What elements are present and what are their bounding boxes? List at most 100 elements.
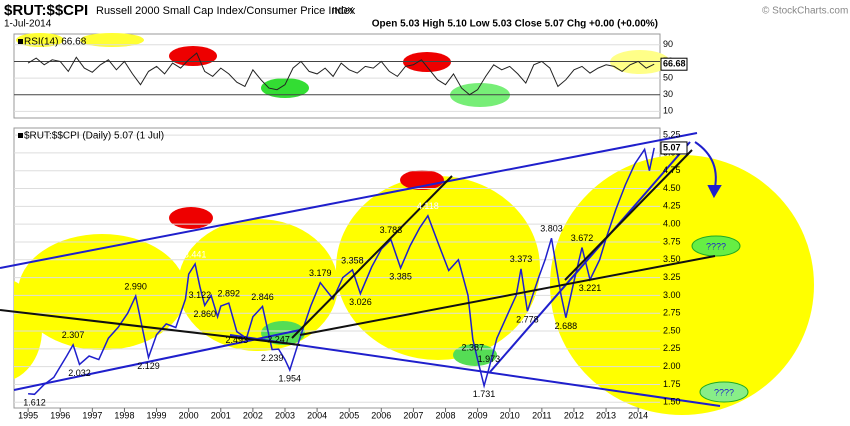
y-tick-label: 1.75: [663, 379, 681, 389]
y-tick-label: 3.00: [663, 290, 681, 300]
annotation: 2.688: [555, 321, 578, 331]
annotation: 3.783: [380, 225, 403, 235]
annotation: 2.860: [193, 309, 216, 319]
y-tick-label: 10: [663, 106, 673, 116]
panel-title: $RUT:$$CPI (Daily) 5.07 (1 Jul): [24, 131, 164, 142]
annotation: 3.026: [349, 297, 372, 307]
big-highlight: [550, 155, 814, 415]
annotation: 3.221: [579, 283, 602, 293]
y-tick-label: 4.75: [663, 165, 681, 175]
annotation: 3.803: [540, 224, 563, 234]
last-value-box: [660, 141, 688, 155]
y-tick-label: 1.50: [663, 397, 681, 407]
annotation: 3.358: [341, 255, 364, 265]
y-tick-label: 50: [663, 72, 673, 82]
x-tick-label: 2005: [339, 410, 359, 420]
annotation: 3.441: [184, 249, 207, 259]
target-highlight: [691, 235, 741, 257]
annotation: 2.239: [261, 353, 284, 363]
exchange: INDX: [332, 5, 354, 15]
x-tick-label: 1995: [18, 410, 38, 420]
annotation: 4.118: [417, 201, 439, 211]
rsi-panel: [13, 33, 661, 119]
annotation: 3.385: [389, 271, 412, 281]
x-tick-label: 2001: [211, 410, 231, 420]
annotation: 3.122: [189, 290, 212, 300]
rsi-highlight: [261, 78, 309, 98]
y-tick-label: 2.50: [663, 325, 681, 335]
last-value-label: 5.07: [663, 142, 681, 152]
x-tick-label: 2008: [436, 410, 456, 420]
x-tick-label: 2006: [371, 410, 391, 420]
annotation: 1.612: [23, 398, 46, 408]
rsi-highlight: [403, 52, 451, 72]
annotation: 2.892: [218, 288, 241, 298]
rsi-highlight: [16, 33, 64, 47]
annotation: 2.032: [68, 368, 91, 378]
x-tick-label: 2011: [532, 410, 551, 420]
y-tick-label: 2.25: [663, 343, 681, 353]
last-value-box: [660, 57, 688, 71]
x-tick-label: 2002: [243, 410, 263, 420]
highlights: [14, 33, 814, 415]
annotation: 2.778: [516, 315, 539, 325]
x-tick-label: 1997: [82, 410, 102, 420]
x-tick-label: 1998: [114, 410, 134, 420]
annotation-note: ????: [706, 241, 726, 251]
y-tick-label: 3.50: [663, 254, 681, 264]
x-tick-label: 1996: [50, 410, 70, 420]
quote: Open 5.03 High 5.10 Low 5.03 Close 5.07 …: [372, 19, 658, 30]
annotation: 1.973: [478, 354, 501, 364]
annotation: 2.129: [137, 361, 160, 371]
peak-highlight: [169, 207, 213, 229]
y-tick-label: 2.00: [663, 361, 681, 371]
trend-lines: [0, 132, 722, 407]
y-tick-label: 4.00: [663, 219, 681, 229]
x-tick-label: 2007: [403, 410, 423, 420]
x-tick-label: 2009: [468, 410, 488, 420]
symbol: $RUT:$$CPI: [4, 2, 88, 19]
y-tick-label: 90: [663, 39, 673, 49]
panel-title-key: [18, 133, 23, 138]
y-tick-label: 4.50: [663, 183, 681, 193]
annotation: 2.387: [462, 342, 485, 352]
annotation: 2.247: [267, 334, 290, 344]
x-tick-label: 2012: [564, 410, 584, 420]
y-tick-label: 3.25: [663, 272, 681, 282]
annotation: 2.307: [62, 330, 85, 340]
y-tick-label: 30: [663, 89, 673, 99]
annotation: 1.731: [473, 389, 496, 399]
x-tick-label: 2004: [307, 410, 327, 420]
annotation: 3.373: [510, 254, 533, 264]
x-tick-label: 2010: [500, 410, 520, 420]
series-line: [28, 147, 655, 396]
y-tick-label: 5.25: [663, 129, 681, 139]
series-line: [27, 52, 655, 96]
rsi-highlight: [610, 50, 670, 74]
annotation: 1.954: [279, 373, 302, 383]
annotation: 3.672: [571, 233, 594, 243]
x-tick-label: 2003: [275, 410, 295, 420]
annotation: 2.846: [251, 292, 274, 302]
x-tick-label: 2014: [628, 410, 648, 420]
annotation: 2.493: [226, 335, 249, 345]
last-value-label: 66.68: [663, 59, 686, 69]
trough-highlight: [453, 344, 497, 366]
x-tick-label: 1999: [147, 410, 167, 420]
y-tick-label: 2.75: [663, 308, 681, 318]
target-highlight: [699, 381, 749, 403]
annotation-note: ????: [714, 387, 734, 397]
annotation: 2.990: [124, 282, 147, 292]
x-tick-label: 2013: [596, 410, 616, 420]
y-tick-label: 4.25: [663, 201, 681, 211]
x-tick-label: 2000: [179, 410, 199, 420]
rsi-highlight: [80, 33, 144, 47]
panel-title-key: [18, 39, 23, 44]
security-name: Russell 2000 Small Cap Index/Consumer Pr…: [96, 5, 356, 17]
annotation: 3.179: [309, 268, 332, 278]
panel-title: RSI(14) 66.68: [24, 37, 87, 48]
y-tick-label: 3.75: [663, 236, 681, 246]
date: 1-Jul-2014: [4, 19, 52, 30]
credit: © StockCharts.com: [762, 6, 848, 17]
